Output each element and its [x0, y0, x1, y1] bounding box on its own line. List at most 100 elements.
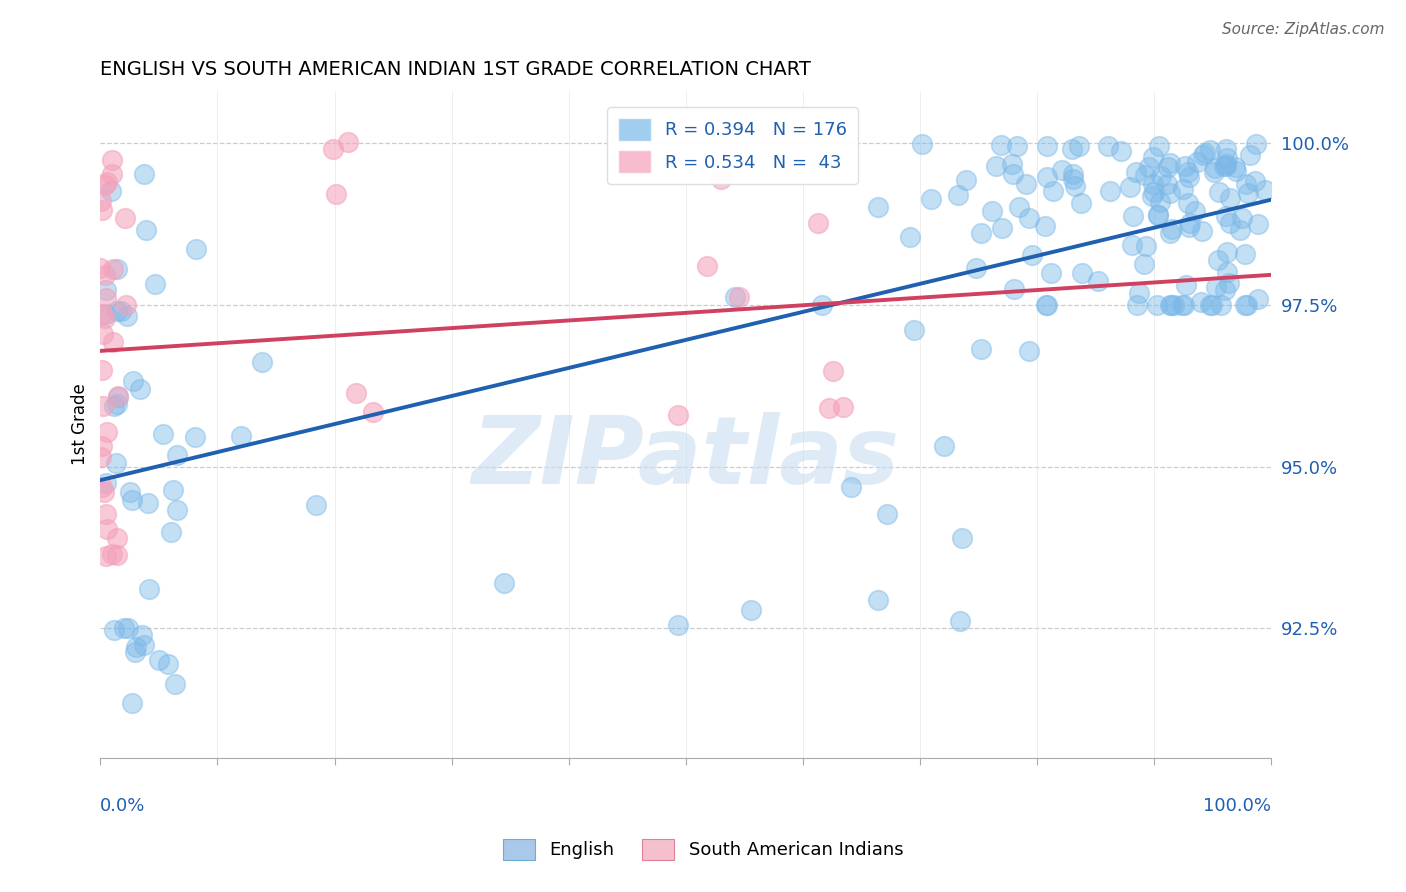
Point — [101, 262, 124, 277]
Point — [117, 621, 139, 635]
Point — [344, 385, 367, 400]
Point — [124, 645, 146, 659]
Point — [1122, 209, 1144, 223]
Point — [1052, 163, 1074, 178]
Point — [1062, 143, 1084, 157]
Point — [91, 327, 114, 342]
Point — [143, 277, 166, 291]
Point — [1171, 298, 1194, 312]
Point — [1021, 248, 1043, 262]
Point — [1005, 139, 1028, 153]
Point — [90, 194, 112, 208]
Point — [1201, 298, 1223, 312]
Point — [1159, 226, 1181, 240]
Point — [1247, 217, 1270, 231]
Point — [1125, 165, 1147, 179]
Point — [1205, 280, 1227, 294]
Point — [1230, 211, 1253, 225]
Point — [1219, 191, 1241, 205]
Point — [965, 261, 987, 276]
Text: 100.0%: 100.0% — [1204, 797, 1271, 814]
Point — [932, 439, 955, 453]
Point — [93, 178, 115, 192]
Point — [1239, 148, 1261, 162]
Point — [1070, 195, 1092, 210]
Point — [115, 298, 138, 312]
Point — [93, 311, 115, 326]
Point — [1244, 137, 1267, 152]
Point — [1218, 276, 1240, 290]
Point — [984, 159, 1007, 173]
Point — [1062, 167, 1084, 181]
Point — [1133, 168, 1156, 182]
Point — [135, 222, 157, 236]
Point — [96, 522, 118, 536]
Point — [1191, 224, 1213, 238]
Point — [361, 405, 384, 419]
Point — [1146, 208, 1168, 222]
Point — [157, 657, 180, 671]
Point — [1189, 295, 1212, 310]
Point — [876, 507, 898, 521]
Point — [101, 547, 124, 561]
Point — [114, 211, 136, 225]
Point — [96, 307, 118, 321]
Point — [807, 216, 830, 230]
Point — [184, 429, 207, 443]
Point — [710, 172, 733, 186]
Point — [818, 401, 841, 415]
Point — [1216, 152, 1239, 166]
Legend: English, South American Indians: English, South American Indians — [495, 831, 911, 867]
Point — [1180, 216, 1202, 230]
Point — [1213, 283, 1236, 297]
Point — [920, 192, 942, 206]
Point — [105, 548, 128, 562]
Point — [1071, 266, 1094, 280]
Point — [1177, 195, 1199, 210]
Point — [1171, 182, 1194, 196]
Point — [1174, 278, 1197, 293]
Point — [1035, 298, 1057, 312]
Point — [105, 532, 128, 546]
Point — [100, 184, 122, 198]
Point — [1002, 167, 1025, 181]
Point — [1236, 298, 1258, 312]
Point — [1128, 285, 1150, 300]
Point — [1087, 274, 1109, 288]
Point — [96, 425, 118, 439]
Text: Source: ZipAtlas.com: Source: ZipAtlas.com — [1222, 22, 1385, 37]
Point — [1229, 222, 1251, 236]
Point — [125, 640, 148, 655]
Point — [1199, 298, 1222, 312]
Point — [90, 450, 112, 465]
Point — [1035, 138, 1057, 153]
Point — [1234, 177, 1257, 191]
Point — [1206, 253, 1229, 268]
Point — [1018, 211, 1040, 225]
Point — [121, 696, 143, 710]
Point — [981, 203, 1004, 218]
Point — [1033, 219, 1056, 234]
Point — [1161, 222, 1184, 236]
Point — [955, 173, 977, 187]
Point — [160, 524, 183, 539]
Point — [1146, 208, 1168, 222]
Point — [1157, 160, 1180, 174]
Point — [103, 335, 125, 350]
Point — [991, 221, 1014, 235]
Point — [134, 167, 156, 181]
Point — [1204, 165, 1226, 179]
Point — [868, 200, 890, 214]
Point — [105, 303, 128, 318]
Point — [1064, 179, 1087, 194]
Point — [229, 429, 252, 443]
Point — [866, 592, 889, 607]
Point — [96, 175, 118, 189]
Point — [990, 137, 1012, 152]
Point — [1036, 169, 1059, 184]
Point — [90, 202, 112, 217]
Point — [1174, 159, 1197, 173]
Point — [1215, 157, 1237, 171]
Point — [1211, 298, 1233, 312]
Point — [1018, 344, 1040, 359]
